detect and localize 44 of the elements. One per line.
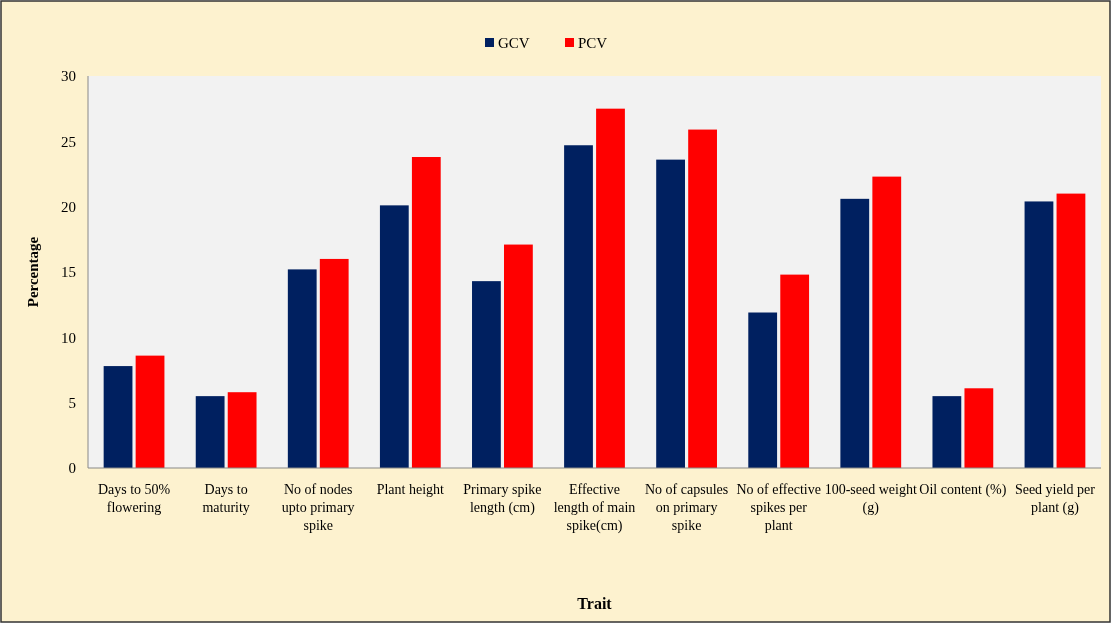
y-tick-label: 5	[68, 394, 76, 411]
legend-label: PCV	[578, 35, 608, 52]
y-tick-label: 0	[68, 460, 76, 477]
x-tick-label: 100-seed weight (g)	[824, 482, 917, 516]
bar	[411, 157, 441, 468]
x-tick-label: No of nodes upto primary spike	[281, 482, 355, 533]
bar	[596, 108, 625, 468]
x-tick-label: Days to 50% flowering	[97, 482, 171, 515]
y-tick-label: 20	[61, 198, 76, 215]
bar	[319, 258, 349, 468]
bar	[379, 205, 409, 468]
x-tick-label: Primary spike length (cm)	[463, 482, 542, 516]
x-tick-label: Oil content (%)	[919, 482, 1007, 498]
bar	[287, 269, 317, 468]
bar	[872, 176, 902, 468]
bar	[195, 396, 225, 468]
bar	[688, 129, 717, 468]
x-tick-label: No of effective spikes per plant	[736, 482, 821, 533]
bar	[840, 198, 870, 468]
x-tick-label: Seed yield per plant (g)	[1014, 482, 1096, 516]
bar	[103, 366, 133, 468]
y-tick-label: 30	[61, 68, 76, 85]
legend-label: GCV	[498, 35, 530, 52]
x-axis-title: Trait	[577, 595, 613, 612]
bar	[1056, 193, 1086, 468]
bar	[135, 355, 165, 468]
y-tick-label: 15	[61, 264, 76, 281]
bar	[227, 392, 257, 468]
x-tick-label: Effective length of main spike(cm)	[553, 482, 636, 534]
bar	[656, 159, 685, 468]
bar	[472, 281, 501, 468]
y-axis-title: Percentage	[25, 236, 41, 308]
bar	[1024, 201, 1054, 468]
bar	[964, 388, 994, 468]
x-tick-label: Days to maturity	[202, 482, 250, 515]
bar	[932, 396, 962, 468]
y-tick-label: 25	[61, 133, 76, 150]
x-tick-label: Plant height	[376, 482, 445, 497]
x-tick-label: No of capsules on primary spike	[644, 482, 729, 533]
bar	[748, 312, 778, 468]
bar	[504, 244, 533, 468]
y-tick-label: 10	[61, 329, 76, 346]
bar	[780, 274, 810, 468]
bar	[564, 145, 593, 468]
